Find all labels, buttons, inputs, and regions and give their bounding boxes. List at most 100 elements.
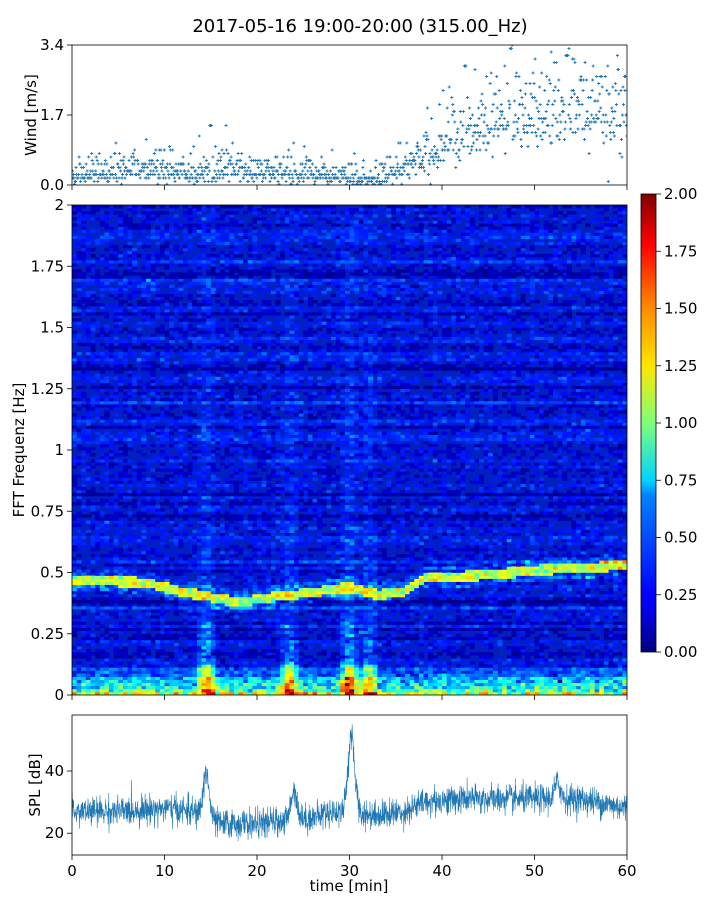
spectrogram-cell [77, 220, 82, 223]
spectrogram-cell [174, 275, 179, 278]
spectrogram-cell [188, 282, 193, 285]
spectrogram-cell [77, 475, 82, 478]
wind-point [226, 166, 229, 169]
wind-point [414, 163, 417, 166]
spectrogram-cell [141, 462, 146, 465]
spectrogram-cell [183, 664, 188, 667]
spectrogram-cell [215, 680, 220, 683]
spectrogram-cell [211, 358, 216, 361]
wind-point [422, 135, 425, 138]
spectrogram-cell [211, 392, 216, 395]
spectrogram-cell [109, 514, 114, 517]
spectrogram-cell [104, 275, 109, 278]
spectrogram-cell [151, 275, 156, 278]
spectrogram-cell [178, 628, 183, 631]
spectrogram-cell [160, 664, 165, 667]
spectrogram-cell [151, 429, 156, 432]
spectrogram-cell [174, 658, 179, 661]
spectrogram-cell [100, 680, 105, 683]
spectrogram-cell [109, 487, 114, 490]
spectrogram-cell [178, 674, 183, 677]
spectrogram-cell [72, 548, 77, 551]
spectrogram-cell [132, 272, 137, 275]
spectrogram-cell [174, 573, 179, 576]
spectrogram-cell [165, 560, 170, 563]
spectrogram-cell [109, 582, 114, 585]
spectrogram-cell [197, 303, 202, 306]
wind-point [219, 159, 222, 162]
spectrogram-cell [86, 291, 91, 294]
spectrogram-cell [197, 450, 202, 453]
spectrogram-cell [160, 493, 165, 496]
spectrogram-cell [206, 294, 211, 297]
spectrogram-cell [220, 557, 225, 560]
spectrogram-cell [146, 655, 151, 658]
spectrogram-cell [215, 312, 220, 315]
spectrogram-cell [118, 579, 123, 582]
spectrogram-cell [192, 539, 197, 542]
spectrogram-cell [220, 634, 225, 637]
wind-point [339, 180, 342, 183]
spectrogram-cell [72, 404, 77, 407]
spectrogram-cell [81, 340, 86, 343]
spectrogram-cell [183, 459, 188, 462]
spectrogram-cell [160, 517, 165, 520]
spectrogram-cell [229, 686, 234, 689]
spectrogram-cell [202, 288, 207, 291]
spectrogram-cell [165, 263, 170, 266]
spectrogram-cell [211, 413, 216, 416]
spectrogram-cell [243, 211, 248, 214]
spectrogram-cell [81, 468, 86, 471]
wind-point [282, 156, 285, 159]
spectrogram-cell [169, 245, 174, 248]
spectrogram-cell [128, 591, 133, 594]
spectrogram-cell [141, 404, 146, 407]
spectrogram-cell [169, 328, 174, 331]
spectrogram-cell [109, 517, 114, 520]
spectrogram-cell [197, 566, 202, 569]
wind-point [221, 177, 224, 180]
spectrogram-cell [165, 334, 170, 337]
spectrogram-cell [95, 637, 100, 640]
spectrogram-cell [81, 245, 86, 248]
spectrogram-cell [239, 269, 244, 272]
spectrogram-cell [155, 573, 160, 576]
spectrogram-cell [118, 484, 123, 487]
spectrogram-cell [243, 465, 248, 468]
spectrogram-cell [174, 579, 179, 582]
spectrogram-cell [220, 312, 225, 315]
spectrogram-cell [165, 309, 170, 312]
spectrogram-cell [202, 524, 207, 527]
spectrogram-cell [243, 618, 248, 621]
spectrogram-cell [215, 609, 220, 612]
spectrogram-cell [146, 242, 151, 245]
spectrogram-cell [206, 625, 211, 628]
spectrogram-cell [229, 573, 234, 576]
spectrogram-cell [132, 260, 137, 263]
spectrogram-cell [178, 380, 183, 383]
spectrogram-cell [174, 484, 179, 487]
spectrogram-cell [174, 649, 179, 652]
spectrogram-cell [178, 462, 183, 465]
spectrogram-cell [192, 530, 197, 533]
spectrogram-cell [188, 508, 193, 511]
spectrogram-cell [206, 285, 211, 288]
wind-point [83, 177, 86, 180]
wind-point [143, 166, 146, 169]
spectrogram-cell [155, 637, 160, 640]
spectrogram-cell [123, 214, 128, 217]
spectrogram-cell [146, 337, 151, 340]
spectrogram-cell [229, 493, 234, 496]
spectrogram-cell [86, 661, 91, 664]
spectrogram-cell [206, 410, 211, 413]
spectrogram-cell [114, 205, 119, 208]
spectrogram-cell [151, 214, 156, 217]
spectrogram-cell [234, 239, 239, 242]
spectrogram-cell [183, 275, 188, 278]
spectrogram-cell [137, 520, 142, 523]
wind-point [114, 173, 117, 176]
spectrogram-cell [91, 667, 96, 670]
wind-point [563, 128, 566, 131]
spectrogram-cell [146, 294, 151, 297]
spectrogram-cell [81, 435, 86, 438]
